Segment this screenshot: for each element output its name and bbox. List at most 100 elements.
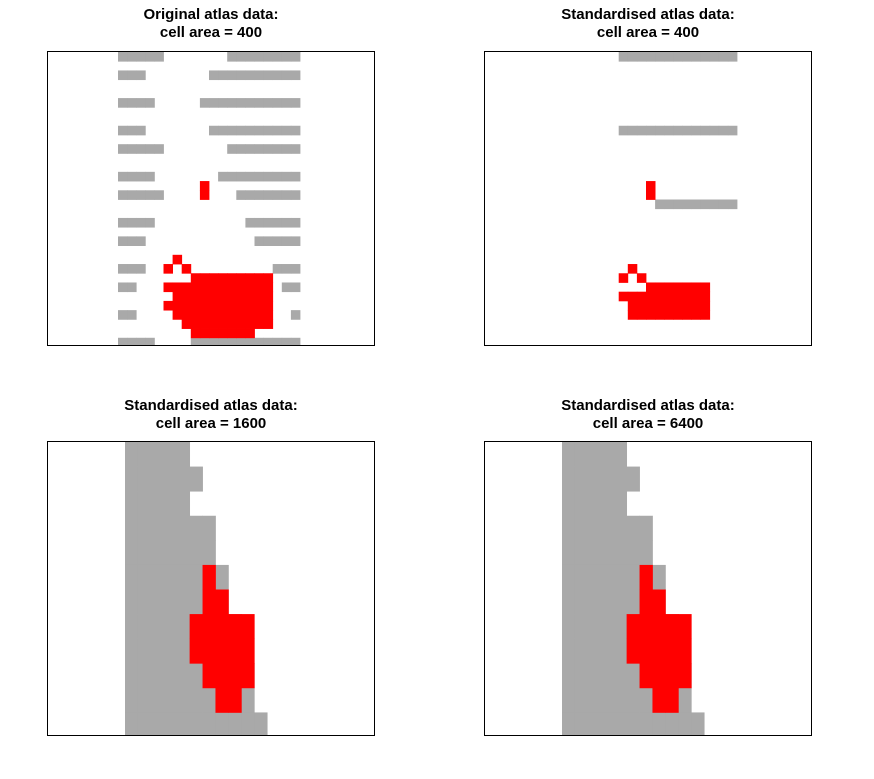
sea-cell — [290, 190, 301, 200]
occupied-cell — [618, 291, 629, 302]
sea-cell — [562, 638, 576, 664]
sea-cell — [254, 190, 264, 200]
sea-cell — [691, 52, 701, 62]
sea-cell — [272, 52, 283, 62]
sea-cell — [163, 515, 178, 541]
occupied-cell — [665, 663, 679, 689]
sea-cell — [587, 564, 602, 590]
sea-cell — [263, 98, 274, 108]
sea-cell — [245, 144, 255, 154]
occupied-cell — [646, 310, 656, 320]
sea-cell — [176, 712, 191, 735]
sea-cell — [263, 171, 274, 182]
sea-cell — [254, 98, 264, 108]
occupied-cell — [627, 310, 638, 320]
sea-cell — [682, 125, 692, 136]
sea-cell — [227, 52, 237, 62]
sea-cell — [150, 663, 165, 689]
occupied-cell — [254, 273, 264, 283]
occupied-cell — [254, 291, 264, 302]
sea-cell — [202, 712, 216, 735]
sea-cell — [227, 171, 237, 182]
sea-cell — [281, 236, 292, 246]
sea-cell — [574, 687, 589, 713]
sea-cell — [646, 125, 656, 136]
sea-cell — [163, 491, 178, 517]
sea-cell — [136, 98, 146, 108]
sea-cell — [127, 282, 137, 293]
grid-svg — [125, 442, 268, 735]
sea-cell — [718, 199, 729, 210]
sea-cell — [218, 337, 228, 345]
sea-cell — [652, 712, 666, 735]
sea-cell — [118, 144, 128, 154]
sea-cell — [678, 687, 692, 713]
sea-cell — [163, 589, 178, 615]
occupied-cell — [639, 663, 653, 689]
sea-cell — [727, 52, 738, 62]
occupied-cell — [190, 319, 201, 329]
sea-cell — [150, 638, 165, 664]
sea-cell — [290, 282, 301, 293]
occupied-cell — [227, 291, 237, 302]
occupied-cell — [627, 300, 638, 311]
sea-cell — [626, 466, 640, 492]
sea-cell — [626, 540, 640, 566]
sea-cell — [189, 687, 203, 713]
occupied-cell — [227, 328, 237, 339]
sea-cell — [245, 171, 255, 182]
occupied-cell — [664, 291, 674, 302]
sea-cell — [627, 52, 638, 62]
sea-cell — [150, 540, 165, 566]
sea-cell — [574, 638, 589, 664]
sea-cell — [562, 687, 576, 713]
sea-cell — [613, 638, 628, 664]
sea-cell — [574, 442, 589, 467]
sea-cell — [613, 614, 628, 640]
sea-cell — [150, 491, 165, 517]
occupied-cell — [209, 319, 219, 329]
panel-title-line1: Original atlas data: — [143, 6, 279, 23]
sea-cell — [587, 614, 602, 640]
sea-cell — [600, 589, 615, 615]
sea-cell — [245, 98, 255, 108]
sea-cell — [127, 236, 137, 246]
occupied-cell — [652, 687, 666, 713]
occupied-cell — [636, 273, 647, 283]
sea-cell — [163, 442, 178, 467]
sea-cell — [163, 712, 178, 735]
occupied-cell — [636, 310, 647, 320]
sea-cell — [587, 638, 602, 664]
occupied-cell — [181, 319, 192, 329]
occupied-cell — [646, 291, 656, 302]
sea-cell — [263, 190, 274, 200]
occupied-cell — [218, 300, 228, 311]
sea-cell — [562, 663, 576, 689]
occupied-cell — [627, 264, 638, 274]
sea-cell — [227, 98, 237, 108]
sea-cell — [682, 52, 692, 62]
occupied-cell — [215, 589, 229, 615]
sea-cell — [137, 687, 152, 713]
sea-cell — [272, 264, 283, 274]
sea-cell — [263, 70, 274, 81]
sea-cell — [562, 614, 576, 640]
sea-cell — [281, 282, 292, 293]
occupied-cell — [691, 300, 701, 311]
plot-area — [484, 51, 812, 346]
occupied-cell — [254, 300, 264, 311]
sea-cell — [189, 712, 203, 735]
sea-cell — [636, 52, 647, 62]
sea-cell — [137, 663, 152, 689]
sea-cell — [163, 663, 178, 689]
sea-cell — [209, 125, 219, 136]
occupied-cell — [163, 300, 173, 311]
occupied-cell — [236, 273, 246, 283]
sea-cell — [118, 217, 128, 228]
occupied-cell — [236, 310, 246, 320]
occupied-cell — [636, 291, 647, 302]
occupied-cell — [627, 291, 638, 302]
sea-cell — [673, 199, 683, 210]
occupied-cell — [209, 282, 219, 293]
occupied-cell — [652, 638, 666, 664]
